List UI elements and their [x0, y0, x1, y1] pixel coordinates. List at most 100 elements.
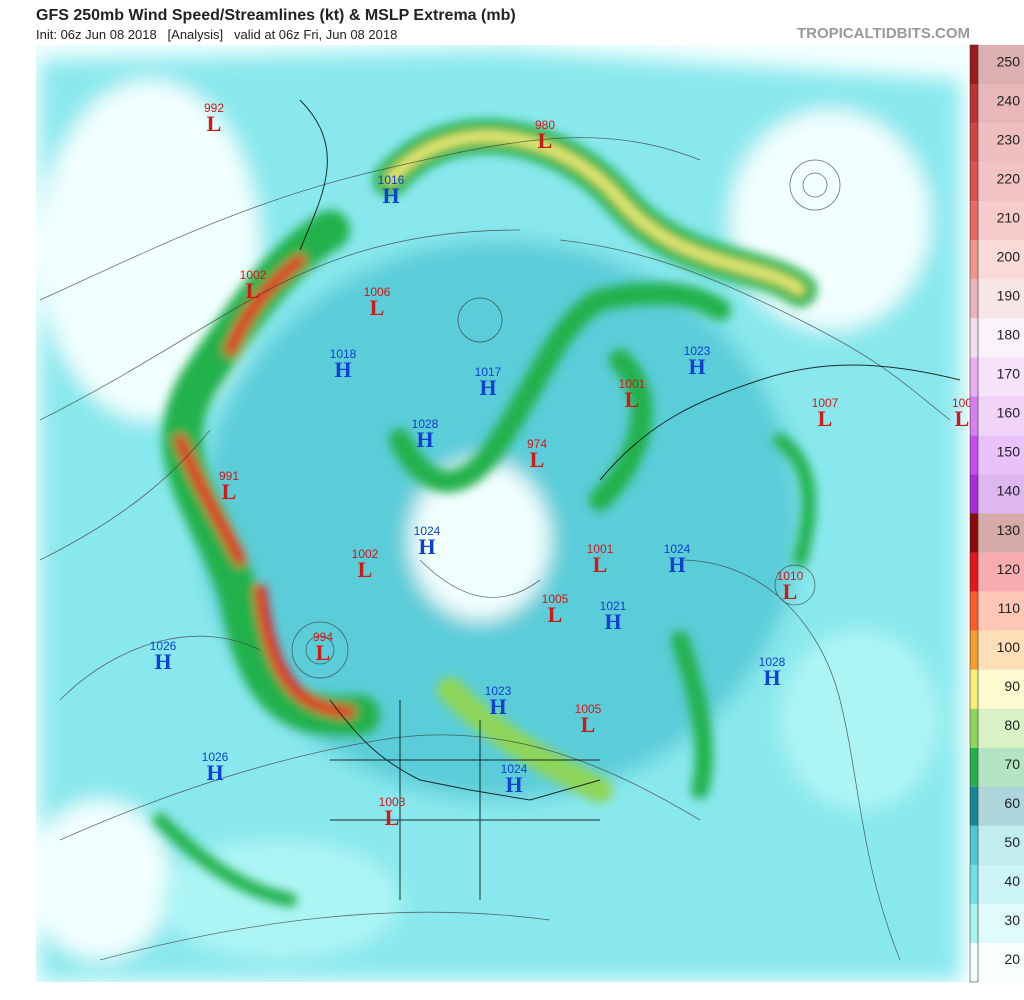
colorbar-swatch — [978, 591, 1024, 631]
pressure-letter: L — [625, 387, 640, 412]
colorbar-tick-label: 230 — [997, 131, 1021, 147]
pressure-letter: H — [479, 375, 496, 400]
pressure-letter: H — [604, 609, 621, 634]
pressure-letter: H — [382, 183, 399, 208]
colorbar-tick-label: 20 — [1004, 951, 1020, 967]
pressure-letter: L — [207, 111, 222, 136]
colorbar-swatch — [978, 552, 1024, 592]
colorbar-swatch — [978, 396, 1024, 436]
colorbar-swatch — [978, 123, 1024, 163]
pressure-value: 1016 — [378, 173, 405, 187]
colorbar-band — [970, 201, 978, 241]
pressure-value: 1026 — [150, 639, 177, 653]
pressure-letter: H — [334, 357, 351, 382]
colorbar-tick-label: 120 — [997, 561, 1021, 577]
colorbar-tick-label: 200 — [997, 248, 1021, 264]
colorbar-swatch — [978, 708, 1024, 748]
pressure-value: 100 — [952, 396, 972, 410]
colorbar-band — [970, 123, 978, 163]
colorbar-swatch — [978, 786, 1024, 826]
colorbar-swatch — [978, 240, 1024, 280]
colorbar-tick-label: 180 — [997, 327, 1021, 343]
colorbar-swatch — [978, 630, 1024, 670]
colorbar-swatch — [978, 903, 1024, 943]
colorbar-band — [970, 591, 978, 631]
pressure-letter: L — [222, 479, 237, 504]
pressure-value: 994 — [313, 630, 333, 644]
pressure-value: 1001 — [587, 542, 614, 556]
pressure-value: 992 — [204, 101, 224, 115]
pressure-letter: H — [154, 649, 171, 674]
pressure-value: 991 — [219, 469, 239, 483]
pressure-letter: H — [668, 552, 685, 577]
colorbar-tick-label: 70 — [1004, 756, 1020, 772]
subtitle: Init: 06z Jun 08 2018 [Analysis] valid a… — [36, 27, 397, 42]
pressure-letter: L — [581, 712, 596, 737]
pressure-letter: L — [538, 128, 553, 153]
pressure-letter: L — [548, 602, 563, 627]
colorbar-tick-label: 250 — [997, 53, 1021, 69]
colorbar-band — [970, 318, 978, 358]
colorbar-swatch — [978, 942, 1024, 982]
title: GFS 250mb Wind Speed/Streamlines (kt) & … — [36, 7, 516, 24]
colorbar-swatch — [978, 474, 1024, 514]
pressure-value: 1024 — [664, 542, 691, 556]
colorbar-tick-label: 90 — [1004, 678, 1020, 694]
colorbar-band — [970, 162, 978, 202]
pressure-value: 1018 — [330, 347, 357, 361]
pressure-value: 1002 — [352, 547, 379, 561]
pressure-value: 1007 — [812, 396, 839, 410]
pressure-value: 980 — [535, 118, 555, 132]
colorbar-tick-label: 50 — [1004, 834, 1020, 850]
colorbar-frame — [969, 44, 979, 983]
colorbar-tick-label: 130 — [997, 522, 1021, 538]
colorbar-swatch — [978, 864, 1024, 904]
pressure-letter: H — [505, 772, 522, 797]
colorbar-tick-label: 190 — [997, 288, 1021, 304]
pressure-letter: L — [955, 406, 970, 431]
colorbar-tick-label: 240 — [997, 92, 1021, 108]
colorbar-swatch — [978, 825, 1024, 865]
colorbar-swatch — [978, 279, 1024, 319]
pressure-letter: L — [818, 406, 833, 431]
pressure-value: 1010 — [777, 569, 804, 583]
colorbar-swatch — [978, 435, 1024, 475]
pressure-letter: L — [370, 295, 385, 320]
colorbar-tick-label: 60 — [1004, 795, 1020, 811]
colorbar-band — [970, 279, 978, 319]
colorbar-tick-label: 110 — [998, 600, 1021, 616]
colorbar-band — [970, 474, 978, 514]
site-name: TROPICALTIDBITS.COM — [797, 25, 970, 42]
colorbar-swatch — [978, 84, 1024, 124]
pressure-letter: L — [385, 805, 400, 830]
colorbar-tick-label: 30 — [1004, 912, 1020, 928]
colorbar-tick-label: 140 — [997, 483, 1021, 499]
colorbar-band — [970, 45, 978, 85]
colorbar-band — [970, 864, 978, 904]
pressure-value: 1006 — [364, 285, 391, 299]
colorbar-swatch — [978, 201, 1024, 241]
pressure-letter: H — [489, 694, 506, 719]
colorbar: 20 30 40 50 60 70 80 90 100 110 120 130 140 150 160 170… — [969, 44, 1024, 983]
pressure-value: 1023 — [485, 684, 512, 698]
colorbar-tick-label: 40 — [1004, 873, 1020, 889]
pressure-value: 1021 — [600, 599, 627, 613]
colorbar-band — [970, 240, 978, 280]
pressure-letter: H — [763, 665, 780, 690]
pressure-value: 974 — [527, 437, 547, 451]
colorbar-tick-label: 220 — [997, 170, 1021, 186]
colorbar-swatch — [978, 669, 1024, 709]
pressure-letter: H — [418, 534, 435, 559]
colorbar-band — [970, 669, 978, 709]
pressure-value: 1026 — [202, 750, 229, 764]
colorbar-band — [970, 435, 978, 475]
pressure-value: 1005 — [542, 592, 569, 606]
colorbar-band — [970, 786, 978, 826]
pressure-letter: L — [530, 447, 545, 472]
colorbar-tick-label: 150 — [997, 444, 1021, 460]
colorbar-tick-label: 170 — [997, 366, 1021, 382]
colorbar-band — [970, 825, 978, 865]
pressure-value: 1023 — [684, 344, 711, 358]
colorbar-tick-label: 160 — [997, 405, 1021, 421]
